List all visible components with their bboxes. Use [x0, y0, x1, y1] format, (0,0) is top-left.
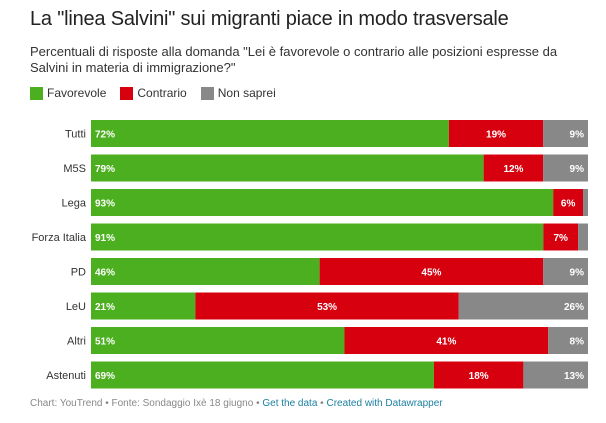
- category-label-altri: Altri: [67, 336, 86, 348]
- bar-favorevole-astenuti: [91, 361, 434, 389]
- bar-non-saprei-forza-italia: [578, 223, 588, 251]
- value-label-contrario-pd: 45%: [421, 268, 441, 279]
- legend: Favorevole Contrario Non saprei: [30, 86, 290, 100]
- bar-contrario-m5s: [483, 154, 544, 182]
- bar-favorevole-m5s: [91, 154, 484, 182]
- bar-contrario-forza-italia: [543, 223, 579, 251]
- bar-contrario-leu: [195, 292, 459, 320]
- bar-contrario-pd: [319, 258, 544, 285]
- value-label-favorevole-m5s: 79%: [95, 164, 115, 175]
- get-the-data-link[interactable]: Get the data: [262, 398, 318, 409]
- value-label-favorevole-pd: 46%: [95, 268, 115, 279]
- legend-label-contrario: Contrario: [137, 86, 187, 100]
- legend-item-favorevole: Favorevole: [30, 86, 106, 100]
- legend-label-favorevole: Favorevole: [47, 86, 107, 100]
- category-label-tutti: Tutti: [65, 129, 86, 141]
- value-label-non-saprei-altri: 8%: [570, 337, 585, 348]
- bar-favorevole-lega: [91, 189, 554, 216]
- legend-item-contrario: Contrario: [120, 86, 187, 100]
- value-label-non-saprei-tutti: 9%: [570, 130, 585, 141]
- bar-contrario-lega: [553, 189, 584, 216]
- value-label-contrario-m5s: 12%: [503, 164, 523, 175]
- footer-separator: •: [317, 398, 327, 409]
- footer-source: Chart: YouTrend • Fonte: Sondaggio Ixè 1…: [30, 398, 263, 409]
- value-label-non-saprei-m5s: 9%: [570, 164, 585, 175]
- bar-non-saprei-astenuti: [523, 361, 588, 389]
- bar-favorevole-altri: [91, 327, 345, 354]
- category-label-astenuti: Astenuti: [46, 370, 86, 382]
- value-label-favorevole-leu: 21%: [95, 302, 115, 313]
- legend-swatch-favorevole: [30, 86, 43, 100]
- bar-contrario-altri: [344, 327, 549, 354]
- category-label-lega: Lega: [62, 198, 87, 210]
- stacked-bar-chart: Tutti 72% 19% 9% M5S 79% 12% 9% Lega 93% 6% Forza I…: [32, 120, 588, 389]
- bar-favorevole-tutti: [91, 120, 449, 147]
- bar-favorevole-forza-italia: [91, 223, 544, 251]
- category-label-leu: LeU: [66, 301, 86, 313]
- value-label-favorevole-tutti: 72%: [95, 130, 115, 141]
- value-label-favorevole-lega: 93%: [95, 199, 115, 210]
- bar-non-saprei-altri: [548, 327, 588, 354]
- value-label-favorevole-astenuti: 69%: [95, 371, 115, 382]
- category-label-pd: PD: [71, 267, 86, 279]
- bar-contrario-astenuti: [433, 361, 524, 389]
- value-label-contrario-astenuti: 18%: [469, 371, 489, 382]
- value-label-non-saprei-pd: 9%: [570, 268, 585, 279]
- legend-item-non-saprei: Non saprei: [200, 86, 276, 100]
- legend-swatch-contrario: [120, 86, 134, 100]
- value-label-contrario-lega: 6%: [561, 199, 576, 210]
- value-label-favorevole-altri: 51%: [95, 337, 115, 348]
- value-label-contrario-altri: 41%: [436, 337, 456, 348]
- created-with-datawrapper-link[interactable]: Created with Datawrapper: [326, 398, 443, 409]
- bar-non-saprei-pd: [543, 258, 588, 285]
- bar-contrario-tutti: [448, 120, 544, 147]
- value-label-contrario-forza-italia: 7%: [553, 233, 568, 244]
- bar-favorevole-leu: [91, 292, 196, 320]
- value-label-non-saprei-astenuti: 13%: [564, 371, 584, 382]
- chart-title: La "linea Salvini" sui migranti piace in…: [30, 8, 509, 30]
- legend-swatch-non-saprei: [200, 86, 214, 100]
- legend-label-non-saprei: Non saprei: [217, 86, 276, 100]
- bar-non-saprei-tutti: [543, 120, 588, 147]
- value-label-favorevole-forza-italia: 91%: [95, 233, 115, 244]
- bar-non-saprei-m5s: [543, 154, 588, 182]
- value-label-contrario-tutti: 19%: [486, 130, 506, 141]
- category-label-forza-italia: Forza Italia: [32, 232, 87, 244]
- bar-non-saprei-lega: [583, 189, 588, 216]
- bar-favorevole-pd: [91, 258, 320, 285]
- footer: Chart: YouTrend • Fonte: Sondaggio Ixè 1…: [30, 398, 443, 409]
- bar-non-saprei-leu: [458, 292, 588, 320]
- category-label-m5s: M5S: [63, 163, 86, 175]
- value-label-contrario-leu: 53%: [317, 302, 337, 313]
- value-label-non-saprei-leu: 26%: [564, 302, 584, 313]
- chart-subtitle: Percentuali di risposte alla domanda "Le…: [30, 44, 558, 75]
